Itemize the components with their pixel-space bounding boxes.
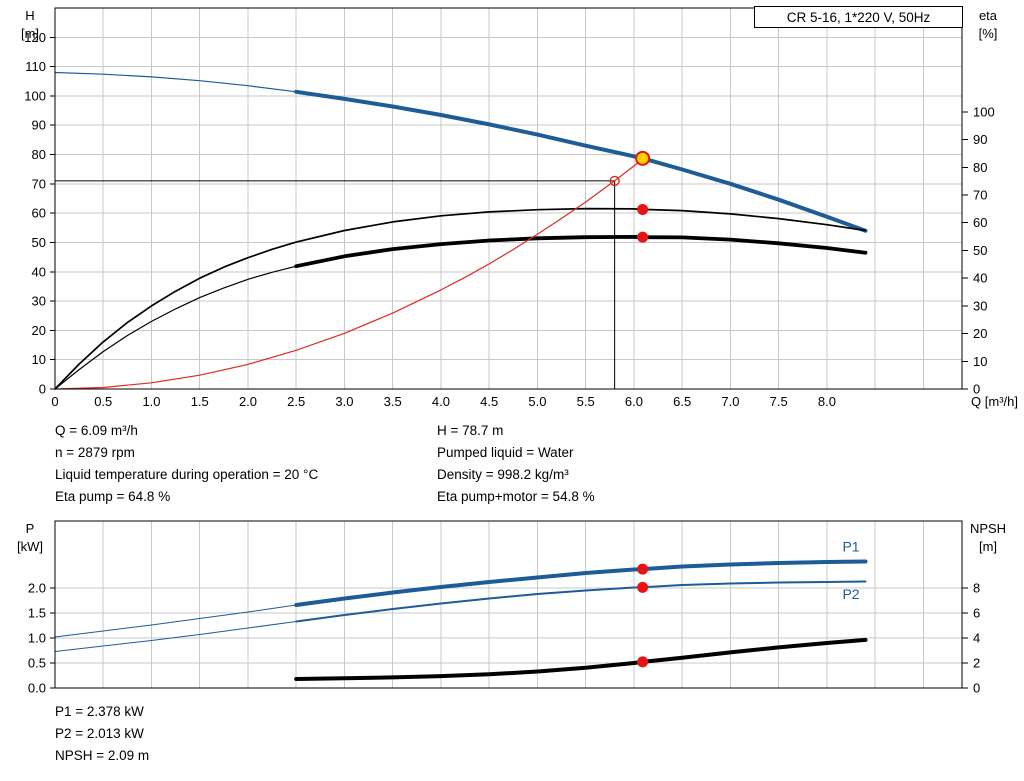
svg-text:60: 60	[973, 215, 987, 230]
svg-text:0: 0	[973, 681, 980, 696]
svg-text:H: H	[25, 8, 34, 23]
svg-text:[m]: [m]	[21, 26, 39, 41]
svg-text:1.0: 1.0	[142, 394, 160, 409]
info-head: H = 78.7 m	[437, 423, 504, 438]
svg-text:8: 8	[973, 581, 980, 596]
operating-data-right: H = 78.7 m Pumped liquid = Water Density…	[437, 420, 595, 508]
info-p2: P2 = 2.013 kW	[55, 726, 144, 741]
svg-text:1.0: 1.0	[28, 631, 46, 646]
svg-text:0: 0	[51, 394, 58, 409]
svg-text:7.0: 7.0	[721, 394, 739, 409]
info-pumped-liquid: Pumped liquid = Water	[437, 445, 574, 460]
svg-text:7.5: 7.5	[770, 394, 788, 409]
svg-text:30: 30	[973, 298, 987, 313]
svg-text:eta: eta	[979, 8, 998, 23]
head-efficiency-chart: 0 10 20 30 40 50 60 70 80 90 100 110 120 0 10 20 30 40 50 6…	[21, 7, 1018, 409]
info-liquid-temperature: Liquid temperature during operation = 20…	[55, 467, 319, 482]
svg-text:4.5: 4.5	[480, 394, 498, 409]
svg-text:P2: P2	[842, 586, 859, 602]
svg-text:P: P	[26, 521, 35, 536]
info-flow: Q = 6.09 m³/h	[55, 423, 138, 438]
power-npsh-chart: 0.0 0.5 1.0 1.5 2.0 0 2 4 6 8 P [kW] NPSH [m] P1 P2	[17, 520, 1006, 696]
svg-text:50: 50	[32, 235, 46, 250]
svg-text:70: 70	[973, 188, 987, 203]
pump-model-title: CR 5-16, 1*220 V, 50Hz	[754, 6, 963, 28]
svg-text:5.0: 5.0	[528, 394, 546, 409]
svg-text:50: 50	[973, 243, 987, 258]
svg-text:[m]: [m]	[979, 539, 997, 554]
svg-text:0.5: 0.5	[94, 394, 112, 409]
svg-text:1.5: 1.5	[28, 606, 46, 621]
svg-text:110: 110	[25, 59, 46, 74]
svg-text:3.5: 3.5	[384, 394, 402, 409]
svg-text:2: 2	[973, 656, 980, 671]
svg-text:10: 10	[973, 354, 987, 369]
svg-text:3.0: 3.0	[335, 394, 353, 409]
svg-text:[kW]: [kW]	[17, 539, 43, 554]
svg-text:0: 0	[973, 382, 980, 397]
svg-text:30: 30	[32, 294, 46, 309]
svg-text:90: 90	[973, 132, 987, 147]
svg-text:80: 80	[973, 160, 987, 175]
svg-text:2.0: 2.0	[239, 394, 257, 409]
svg-text:0.0: 0.0	[28, 681, 46, 696]
svg-text:6.0: 6.0	[625, 394, 643, 409]
svg-text:5.5: 5.5	[577, 394, 595, 409]
operating-data-left: Q = 6.09 m³/h n = 2879 rpm Liquid temper…	[55, 420, 318, 508]
svg-text:90: 90	[32, 118, 46, 133]
info-p1: P1 = 2.378 kW	[55, 704, 144, 719]
svg-text:4.0: 4.0	[432, 394, 450, 409]
info-speed: n = 2879 rpm	[55, 445, 135, 460]
svg-text:6.5: 6.5	[673, 394, 691, 409]
svg-text:8.0: 8.0	[818, 394, 836, 409]
svg-text:4: 4	[973, 631, 980, 646]
svg-text:1.5: 1.5	[191, 394, 209, 409]
svg-text:2.0: 2.0	[28, 581, 46, 596]
svg-text:60: 60	[32, 206, 46, 221]
info-eta-pump-motor: Eta pump+motor = 54.8 %	[437, 489, 595, 504]
svg-text:120: 120	[24, 30, 46, 45]
svg-text:40: 40	[32, 264, 46, 279]
svg-text:70: 70	[32, 176, 46, 191]
svg-text:20: 20	[32, 323, 46, 338]
svg-text:0: 0	[39, 382, 46, 397]
svg-text:6: 6	[973, 606, 980, 621]
svg-text:P1: P1	[842, 539, 859, 555]
power-npsh-data: P1 = 2.378 kW P2 = 2.013 kW NPSH = 2.09 …	[55, 701, 149, 767]
svg-text:2.5: 2.5	[287, 394, 305, 409]
info-eta-pump: Eta pump = 64.8 %	[55, 489, 171, 504]
svg-text:NPSH: NPSH	[970, 521, 1006, 536]
svg-text:40: 40	[973, 271, 987, 286]
svg-text:100: 100	[973, 104, 995, 119]
svg-text:Q [m³/h]: Q [m³/h]	[971, 394, 1018, 409]
svg-text:100: 100	[24, 88, 46, 103]
svg-text:20: 20	[973, 326, 987, 341]
svg-text:80: 80	[32, 147, 46, 162]
info-npsh: NPSH = 2.09 m	[55, 748, 150, 763]
info-density: Density = 998.2 kg/m³	[437, 467, 569, 482]
svg-text:0.5: 0.5	[28, 656, 46, 671]
svg-text:10: 10	[32, 352, 46, 367]
svg-text:[%]: [%]	[979, 26, 998, 41]
